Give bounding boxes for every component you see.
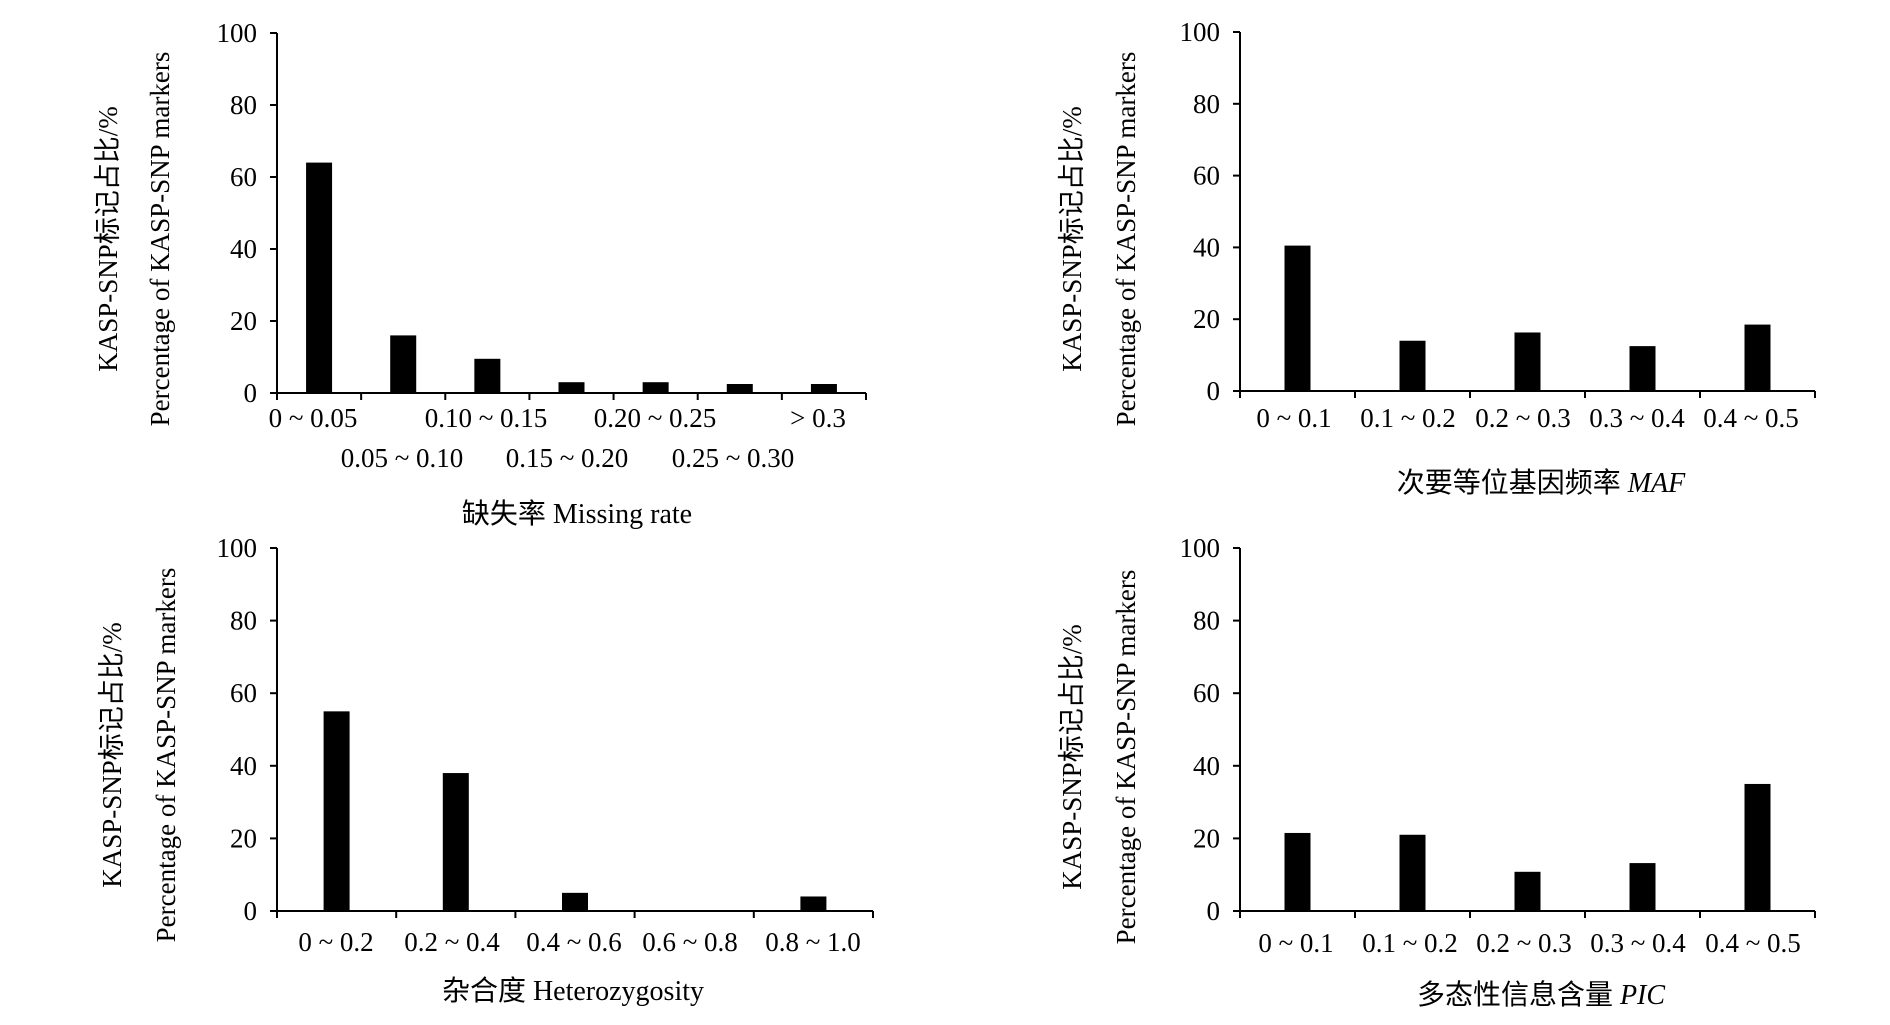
bar-3	[1514, 332, 1541, 391]
y-tick-label: 80	[230, 90, 257, 120]
x-tick-label: 0.4 ~ 0.5	[1703, 403, 1799, 433]
bar-7	[810, 384, 837, 393]
bar-1	[306, 162, 333, 393]
x-tick-label: 0.15 ~ 0.20	[506, 443, 629, 473]
bar-3	[562, 892, 588, 911]
x-tick-label: 0 ~ 0.2	[298, 927, 373, 957]
y-tick-label: 20	[230, 823, 257, 853]
bar-5	[1744, 783, 1771, 911]
x-tick-label: 0.4 ~ 0.5	[1705, 928, 1801, 958]
bar-5	[1744, 324, 1771, 391]
y-tick-label: 100	[1180, 17, 1221, 47]
bar-1	[323, 711, 350, 911]
x-axis-title-abbrev: PIC	[1613, 980, 1665, 1011]
y-tick-label: 40	[230, 234, 257, 264]
x-tick-label: > 0.3	[790, 403, 846, 433]
y-tick-label: 0	[244, 378, 258, 408]
chart-panel-2: 0 20 40 60 80 100 0 ~ 0.1 0.1 ~ 0.2 0.2 ~ 0.3 0.3…	[1057, 17, 1816, 499]
chart-panel-3: 0 20 40 60 80 100 0 ~ 0.2 0.2 ~ 0.4 0.4 ~ 0.6 0.6…	[97, 533, 874, 1007]
y-tick-label: 0	[244, 896, 258, 926]
y-tick-label: 80	[1193, 606, 1220, 636]
x-axis-title: 多态性信息含量 PIC	[1417, 979, 1665, 1011]
y-axis-title-line-1: KASP-SNP标记占比/%	[93, 106, 123, 372]
x-tick-label: 0.3 ~ 0.4	[1590, 928, 1686, 958]
x-tick-label: 0.4 ~ 0.6	[526, 927, 622, 957]
y-tick-label: 60	[1193, 161, 1220, 191]
y-tick-label: 100	[1180, 533, 1221, 563]
y-axis-title-line-2: Percentage of KASP-SNP markers	[151, 568, 181, 943]
y-tick-label: 20	[230, 306, 257, 336]
y-tick-label: 60	[1193, 678, 1220, 708]
bar-4	[558, 382, 585, 393]
bar-3	[1514, 871, 1541, 911]
x-tick-label: 0 ~ 0.1	[1256, 403, 1331, 433]
bar-4	[1629, 863, 1656, 911]
bar-1	[1284, 245, 1311, 391]
y-tick-label: 40	[1193, 232, 1220, 262]
x-axis-title: 次要等位基因频率 MAF	[1397, 467, 1686, 499]
x-tick-label: 0.1 ~ 0.2	[1362, 928, 1458, 958]
x-tick-label: 0.2 ~ 0.3	[1476, 928, 1572, 958]
y-axis-title-line-2: Percentage of KASP-SNP markers	[145, 52, 175, 427]
bar-2	[390, 335, 417, 393]
y-tick-label: 40	[230, 751, 257, 781]
x-tick-label: 0.3 ~ 0.4	[1589, 403, 1685, 433]
x-tick-label: 0.1 ~ 0.2	[1360, 403, 1456, 433]
bar-5	[800, 896, 827, 911]
y-axis-title-line-2: Percentage of KASP-SNP markers	[1111, 570, 1141, 945]
x-axis-title: 缺失率 Missing rate	[462, 498, 692, 530]
bar-3	[474, 358, 501, 393]
y-tick-label: 60	[230, 678, 257, 708]
y-tick-label: 20	[1193, 823, 1220, 853]
y-tick-label: 40	[1193, 751, 1220, 781]
x-tick-label: 0.6 ~ 0.8	[642, 927, 738, 957]
x-tick-label: 0.2 ~ 0.4	[404, 927, 500, 957]
bar-2	[1399, 340, 1426, 391]
y-tick-label: 60	[230, 162, 257, 192]
y-axis-title-line-1: KASP-SNP标记占比/%	[1057, 624, 1087, 890]
bar-4	[1629, 346, 1656, 391]
y-tick-label: 0	[1207, 896, 1221, 926]
y-tick-label: 80	[230, 606, 257, 636]
bar-2	[442, 773, 469, 911]
bar-2	[1399, 834, 1426, 911]
x-axis-title-abbrev: MAF	[1621, 468, 1686, 499]
x-axis-title: 杂合度 Heterozygosity	[442, 975, 704, 1007]
bar-5	[642, 382, 669, 393]
y-tick-label: 20	[1193, 304, 1220, 334]
y-axis-title-line-1: KASP-SNP标记占比/%	[97, 622, 127, 888]
y-tick-label: 100	[217, 18, 258, 48]
x-tick-label: 0 ~ 0.05	[269, 403, 358, 433]
x-tick-label: 0 ~ 0.1	[1258, 928, 1333, 958]
y-tick-label: 80	[1193, 89, 1220, 119]
x-tick-label: 0.2 ~ 0.3	[1475, 403, 1571, 433]
x-tick-label: 0.25 ~ 0.30	[672, 443, 795, 473]
bar-6	[726, 384, 753, 393]
y-axis-title-line-2: Percentage of KASP-SNP markers	[1111, 52, 1141, 427]
x-tick-label: 0.10 ~ 0.15	[425, 403, 548, 433]
chart-panel-1: 0 20 40 60 80 100 0 ~ 0.05 0.10 ~ 0.15 0.20 ~ 0.…	[93, 18, 867, 530]
x-tick-label: 0.20 ~ 0.25	[594, 403, 717, 433]
x-tick-label: 0.05 ~ 0.10	[341, 443, 464, 473]
chart-panel-4: 0 20 40 60 80 100 0 ~ 0.1 0.1 ~ 0.2 0.2 ~ 0.3 0.3…	[1057, 533, 1816, 1011]
y-tick-label: 0	[1207, 376, 1221, 406]
y-tick-label: 100	[217, 533, 258, 563]
x-tick-label: 0.8 ~ 1.0	[765, 927, 861, 957]
y-axis-title-line-1: KASP-SNP标记占比/%	[1057, 106, 1087, 372]
bar-1	[1284, 832, 1311, 911]
